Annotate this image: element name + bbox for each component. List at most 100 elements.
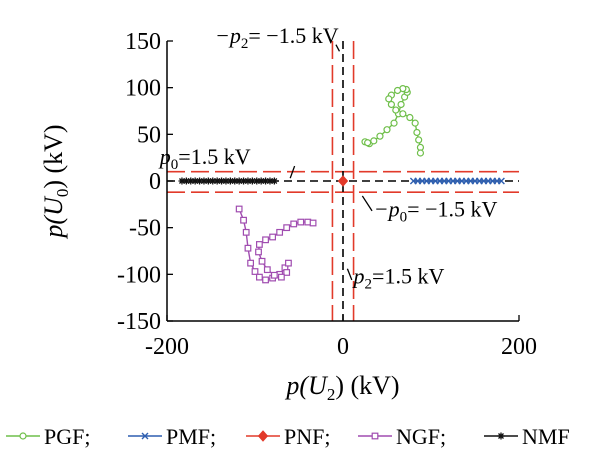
ngf-point-26	[309, 219, 317, 227]
annotation-p0-leader	[289, 165, 296, 179]
legend: PGF; PMF; PNF; NGF; NMF	[6, 424, 570, 449]
nmf-point-18	[257, 177, 265, 185]
annotation-neg-p0: −p0= −1.5 kV	[374, 196, 498, 225]
y-axis-label: p(U0) (kV)	[39, 124, 72, 239]
pgf-point-16	[387, 100, 395, 109]
legend-pmf-label: PMF;	[166, 424, 216, 449]
legend-item-ngf: NGF;	[358, 424, 446, 449]
nmf-point-3	[191, 177, 199, 185]
series-pnf	[337, 175, 349, 187]
nmf-point-12	[231, 177, 239, 185]
legend-pmf-marker	[141, 432, 149, 440]
series-nmf	[178, 177, 278, 185]
legend-ngf-marker	[371, 432, 379, 440]
nmf-point-0	[178, 177, 186, 185]
axes	[166, 40, 520, 322]
legend-pnf-marker	[257, 430, 269, 442]
pgf-point-17	[392, 106, 400, 114]
pgf-point-2	[364, 139, 372, 147]
ngf-point-0	[235, 205, 243, 213]
nmf-point-2	[187, 177, 195, 185]
nmf-point-15	[244, 177, 252, 185]
y-tick-label-3: 0	[149, 169, 161, 195]
series-layer	[178, 84, 505, 284]
legend-pnf-label: PNF;	[284, 424, 330, 449]
ngf-point-17	[255, 248, 262, 256]
nmf-point-13	[235, 177, 243, 185]
nmf-point-1	[182, 177, 190, 185]
ngf-point-14	[270, 271, 278, 279]
y-tick-label-4: -50	[129, 216, 161, 242]
annotation-neg-p2-leader	[335, 44, 341, 52]
y-tick-label-2: 50	[137, 122, 161, 148]
ngf-point-5	[251, 268, 259, 275]
nmf-point-8	[213, 177, 221, 185]
y-tick-label-5: -100	[117, 262, 161, 288]
x-axis-label: p(U2) (kV)	[284, 371, 399, 404]
ngf-point-6	[256, 273, 263, 281]
series-pgf	[361, 84, 425, 157]
annotation-p0: p0=1.5 kV	[158, 144, 251, 173]
pgf-point-3	[370, 137, 378, 145]
nmf-point-14	[240, 177, 248, 185]
x-tick-label-2: 200	[501, 334, 537, 360]
nmf-point-10	[222, 177, 230, 185]
annotation-p2: p2=1.5 kV	[352, 264, 445, 293]
legend-item-pnf: PNF;	[246, 424, 330, 449]
pgf-point-15	[385, 95, 393, 103]
pmf-point-20	[497, 177, 505, 185]
legend-pgf-marker	[19, 432, 27, 440]
pgf-point-18	[399, 110, 407, 118]
pgf-point-24	[416, 149, 425, 157]
nmf-point-17	[253, 177, 261, 185]
y-tick-label-0: 150	[125, 29, 161, 55]
ngf-point-16	[258, 257, 266, 265]
pnf-point-0	[337, 175, 349, 187]
ngf-point-2	[242, 228, 250, 236]
ngf-point-19	[262, 236, 269, 244]
nmf-point-9	[218, 177, 226, 185]
nmf-point-11	[226, 177, 234, 185]
pgf-point-6	[390, 119, 398, 127]
annotation-neg-p2: −p2= −1.5 kV	[215, 23, 339, 52]
y-tick-label-6: -150	[117, 309, 161, 335]
legend-item-nmf: NMF	[484, 424, 570, 449]
nmf-point-16	[248, 177, 256, 185]
ngf-point-3	[244, 244, 252, 252]
ngf-point-4	[247, 259, 255, 267]
threshold-annotations: −p2= −1.5 kV p0=1.5 kV −p0= −1.5 kV p2=1.5 …	[158, 23, 498, 293]
ngf-point-18	[256, 241, 263, 248]
pgf-point-8	[397, 100, 405, 109]
pgf-point-19	[406, 113, 414, 122]
ngf-point-12	[283, 269, 291, 276]
pgf-point-5	[383, 126, 391, 134]
ngf-point-1	[240, 216, 247, 224]
nmf-point-6	[204, 177, 212, 185]
legend-nmf-label: NMF	[522, 424, 570, 449]
ngf-point-11	[285, 259, 292, 267]
ngf-point-24	[297, 218, 305, 226]
nmf-point-20	[266, 177, 274, 185]
tick-labels: 150 100 50 0 -50 -100 -150-200 0 200	[117, 29, 537, 360]
ngf-point-21	[276, 228, 284, 236]
ngf-point-23	[290, 220, 298, 228]
annotation-p2-leader	[346, 268, 353, 281]
legend-item-pgf: PGF;	[6, 424, 90, 449]
annotation-neg-p0-leader	[361, 195, 373, 212]
ngf-point-15	[263, 266, 271, 274]
ngf-point-13	[278, 273, 285, 281]
nmf-point-7	[209, 177, 217, 185]
pgf-point-13	[393, 86, 402, 95]
nmf-point-19	[262, 177, 270, 185]
nmf-point-21	[270, 177, 278, 185]
x-tick-label-1: 0	[337, 334, 349, 360]
legend-ngf-label: NGF;	[396, 424, 446, 449]
pgf-point-4	[376, 132, 384, 140]
ngf-point-20	[269, 233, 276, 241]
legend-pgf-label: PGF;	[44, 424, 90, 449]
series-pmf	[409, 177, 505, 185]
x-tick-label-0: -200	[145, 334, 189, 360]
legend-nmf-marker	[497, 432, 505, 440]
